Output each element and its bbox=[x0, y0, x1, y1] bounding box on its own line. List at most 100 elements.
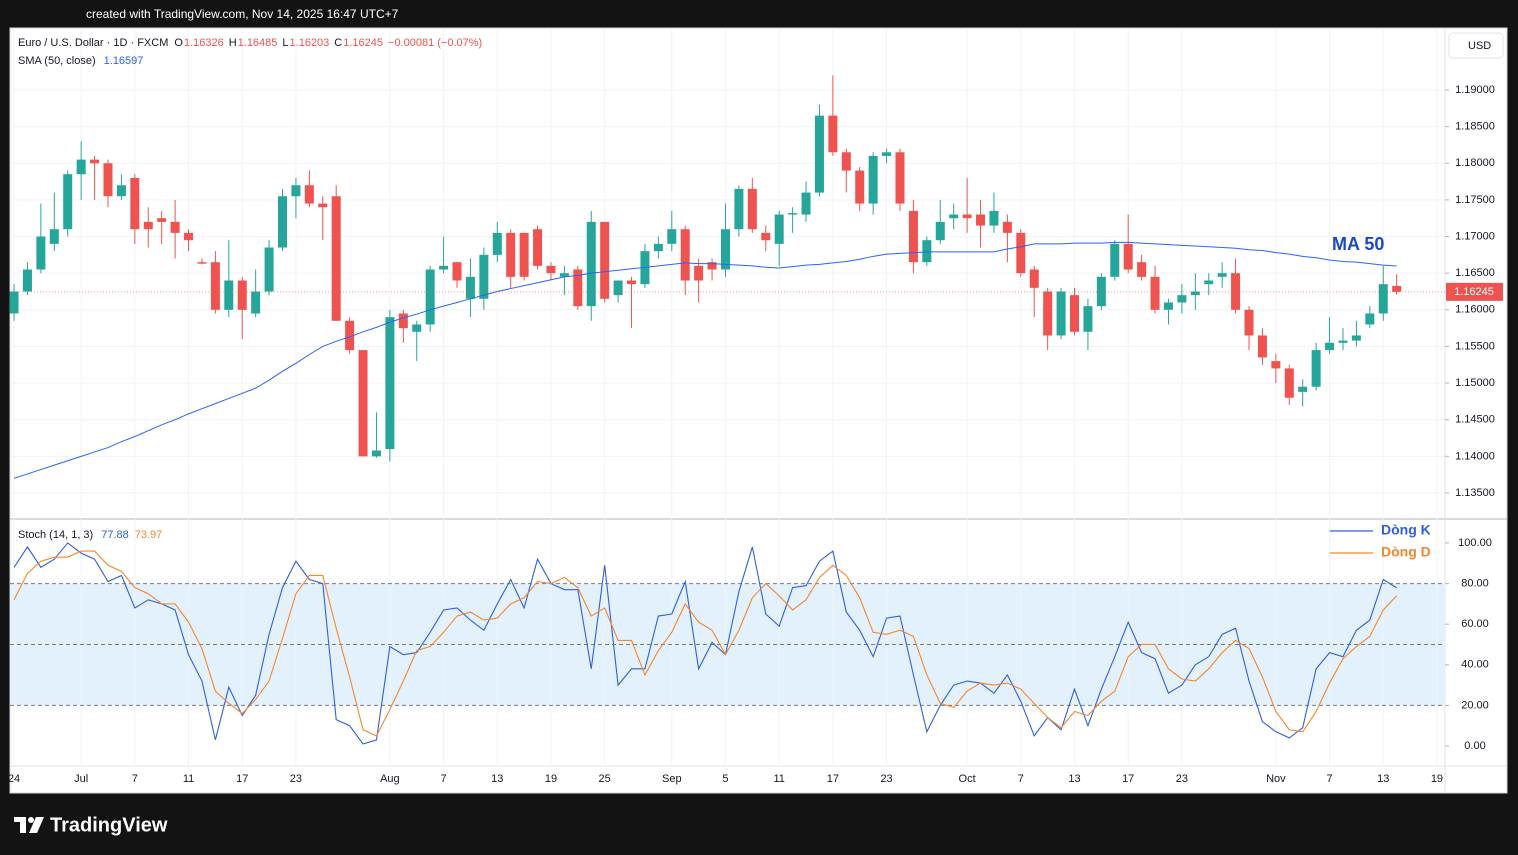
candle-body bbox=[747, 188, 757, 230]
candle-body bbox=[1392, 285, 1402, 292]
candle-body bbox=[976, 214, 986, 226]
x-tick-label: 7 bbox=[1326, 773, 1332, 785]
candle-body bbox=[1311, 350, 1321, 387]
candle-body bbox=[36, 236, 46, 270]
candle-body bbox=[492, 232, 502, 255]
x-tick-label: 23 bbox=[1176, 773, 1188, 785]
candle-body bbox=[291, 185, 301, 197]
last-price-box bbox=[1446, 282, 1503, 301]
candle-body bbox=[546, 265, 556, 274]
y-tick-label: 1.18500 bbox=[1455, 121, 1495, 133]
x-tick-label: Nov bbox=[1266, 773, 1286, 785]
x-tick-label: 7 bbox=[1018, 773, 1024, 785]
candle-body bbox=[76, 159, 86, 175]
candle-body bbox=[278, 196, 288, 248]
candle-body bbox=[1150, 276, 1160, 310]
candle-body bbox=[90, 159, 100, 164]
x-tick-label: 7 bbox=[441, 773, 447, 785]
candle-body bbox=[882, 152, 892, 156]
candle-body bbox=[1110, 243, 1120, 277]
candle-body bbox=[774, 214, 784, 244]
candle-body bbox=[680, 229, 690, 281]
candle-body bbox=[304, 185, 314, 204]
change-label: −0.00081 (−0.07%) bbox=[388, 37, 482, 49]
candle-body bbox=[1284, 368, 1294, 398]
candle-body bbox=[922, 240, 932, 263]
indicator-value: 77.88 bbox=[101, 529, 129, 541]
ohlc-key: O bbox=[174, 37, 183, 49]
legend-label: Dòng K bbox=[1381, 522, 1431, 538]
candle-body bbox=[627, 280, 637, 285]
candle-body bbox=[989, 210, 999, 226]
candle-body bbox=[720, 229, 730, 270]
candle-body bbox=[1190, 291, 1200, 296]
candle-body bbox=[868, 155, 878, 204]
candle-body bbox=[1378, 284, 1388, 314]
candle-body bbox=[814, 115, 824, 193]
y-tick-label: 100.00 bbox=[1458, 537, 1492, 549]
x-tick-label: 13 bbox=[1068, 773, 1080, 785]
candle-body bbox=[895, 152, 905, 204]
candle-body bbox=[734, 188, 744, 230]
candle-body bbox=[398, 313, 408, 329]
ohlc-value: 1.16485 bbox=[238, 37, 278, 49]
y-tick-label: 1.16000 bbox=[1455, 304, 1495, 316]
candle-body bbox=[533, 229, 543, 266]
ohlc-key: L bbox=[282, 37, 288, 49]
candle-body bbox=[224, 280, 234, 310]
symbol-title: Euro / U.S. Dollar · 1D · FXCM bbox=[18, 37, 168, 49]
x-tick-label: 17 bbox=[236, 773, 248, 785]
x-tick-label: Sep bbox=[662, 773, 682, 785]
y-tick-label: 1.16500 bbox=[1455, 267, 1495, 279]
candle-body bbox=[855, 170, 865, 204]
candle-body bbox=[694, 265, 704, 281]
candle-body bbox=[707, 262, 717, 270]
x-tick-label: 25 bbox=[599, 773, 611, 785]
candle-body bbox=[519, 232, 529, 277]
y-tick-label: 60.00 bbox=[1461, 618, 1489, 630]
x-tick-label: 17 bbox=[1122, 773, 1134, 785]
currency-label[interactable]: USD bbox=[1468, 40, 1491, 52]
y-tick-label: 1.15500 bbox=[1455, 340, 1495, 352]
y-tick-label: 1.17500 bbox=[1455, 194, 1495, 206]
candle-body bbox=[613, 280, 623, 296]
candle-body bbox=[371, 450, 381, 457]
indicator-name: Stoch (14, 1, 3) bbox=[18, 529, 93, 541]
candle-body bbox=[143, 221, 153, 230]
indicator-name: SMA (50, close) bbox=[18, 55, 96, 67]
x-tick-label: Oct bbox=[959, 773, 976, 785]
logo-text: TradingView bbox=[50, 814, 168, 836]
y-tick-label: 1.17000 bbox=[1455, 230, 1495, 242]
candle-body bbox=[1123, 243, 1133, 270]
candle-body bbox=[962, 214, 972, 219]
x-tick-label: 23 bbox=[290, 773, 302, 785]
candle-body bbox=[935, 221, 945, 241]
candle-body bbox=[1177, 295, 1187, 303]
candle-body bbox=[157, 218, 167, 222]
sma-line bbox=[13, 241, 1397, 479]
x-tick-label: Jul bbox=[74, 773, 88, 785]
candle-body bbox=[1217, 273, 1227, 277]
candle-body bbox=[237, 280, 247, 310]
y-tick-label: 1.13500 bbox=[1455, 487, 1495, 499]
logo-icon bbox=[14, 817, 44, 833]
y-tick-label: 40.00 bbox=[1461, 659, 1489, 671]
candle-body bbox=[1325, 342, 1335, 351]
currency-button[interactable] bbox=[1448, 32, 1504, 59]
candle-body bbox=[318, 203, 328, 208]
candle-body bbox=[1298, 386, 1308, 392]
candle-body bbox=[1043, 291, 1053, 336]
x-tick-label: 19 bbox=[545, 773, 557, 785]
candle-body bbox=[1351, 335, 1361, 341]
x-tick-label: 13 bbox=[1377, 773, 1389, 785]
ohlc-key: H bbox=[229, 37, 237, 49]
candle-body bbox=[1029, 269, 1039, 288]
candle-body bbox=[22, 269, 32, 292]
candle-body bbox=[1137, 262, 1147, 277]
y-tick-label: 20.00 bbox=[1461, 699, 1489, 711]
x-tick-label: Aug bbox=[380, 773, 400, 785]
candle-body bbox=[788, 213, 798, 215]
candle-body bbox=[1257, 335, 1267, 358]
y-tick-label: 0.00 bbox=[1464, 740, 1485, 752]
